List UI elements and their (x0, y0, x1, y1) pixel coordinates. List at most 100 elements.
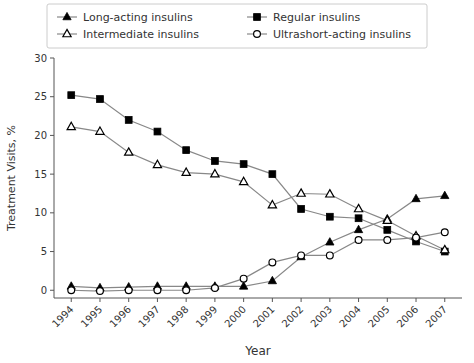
point (97, 96, 104, 103)
point (68, 92, 75, 99)
x-tick (416, 298, 417, 302)
x-axis-label: Year (244, 344, 270, 358)
series-line (71, 95, 445, 251)
point (441, 245, 449, 252)
point (298, 252, 305, 259)
point (154, 287, 161, 294)
point (125, 148, 133, 155)
point (384, 237, 391, 244)
y-tick-label: 25 (34, 91, 47, 102)
legend-marker (254, 31, 261, 38)
x-tick (301, 298, 302, 302)
legend-label: Long-acting insulins (83, 11, 193, 24)
point (153, 160, 161, 167)
y-tick-label: 30 (34, 53, 47, 64)
x-tick (444, 298, 445, 302)
point (212, 285, 219, 292)
x-tick-label: 1998 (165, 304, 191, 330)
x-tick (99, 298, 100, 302)
x-tick (329, 298, 330, 302)
point (441, 229, 448, 236)
point (297, 189, 305, 196)
x-tick-label: 1999 (194, 304, 220, 330)
point (154, 128, 161, 135)
point (239, 282, 247, 289)
series-line (71, 196, 445, 288)
x-tick-label: 2007 (423, 304, 449, 330)
legend-label: Regular insulins (273, 11, 361, 24)
x-tick-label: 1995 (79, 304, 105, 330)
point (269, 171, 276, 178)
point (441, 191, 449, 198)
point (412, 194, 420, 201)
x-tick-label: 2000 (222, 304, 248, 330)
y-tick (50, 290, 54, 291)
point (298, 206, 305, 213)
x-tick-label: 2004 (337, 304, 363, 330)
x-tick-label: 1994 (50, 304, 76, 330)
point (326, 238, 334, 245)
x-tick-label: 2006 (395, 304, 421, 330)
x-tick (358, 298, 359, 302)
point (125, 117, 132, 124)
point (384, 226, 391, 233)
y-tick (50, 135, 54, 136)
point (239, 177, 247, 184)
x-tick (243, 298, 244, 302)
x-tick (157, 298, 158, 302)
plot-area (67, 92, 449, 295)
point (97, 288, 104, 295)
legend-marker (254, 14, 261, 21)
y-tick (50, 96, 54, 97)
x-tick-label: 1997 (136, 304, 162, 330)
x-tick-label: 2003 (308, 304, 334, 330)
point (183, 287, 190, 294)
y-tick-label: 0 (41, 285, 47, 296)
series-line (71, 127, 445, 250)
point (125, 287, 132, 294)
legend-frame (47, 4, 427, 48)
y-tick-label: 5 (41, 246, 47, 257)
legend-marker (63, 12, 71, 19)
y-tick (50, 212, 54, 213)
x-tick-label: 2002 (280, 304, 306, 330)
point (297, 252, 305, 259)
point (212, 158, 219, 165)
y-tick-label: 20 (34, 130, 47, 141)
y-axis-label: Treatment Visits, % (5, 125, 18, 232)
point (413, 234, 420, 241)
point (182, 168, 190, 175)
legend-label: Ultrashort-acting insulins (273, 28, 411, 41)
x-tick (128, 298, 129, 302)
x-tick (186, 298, 187, 302)
chart: 0510152025301994199519961997199819992000… (0, 0, 474, 363)
point (96, 127, 104, 134)
x-tick (272, 298, 273, 302)
legend-marker (63, 29, 71, 36)
y-tick (50, 251, 54, 252)
series-line (71, 232, 445, 291)
x-tick (387, 298, 388, 302)
x-tick-label: 2001 (251, 304, 277, 330)
legend: Long-acting insulins Regular insulins Inte… (47, 4, 427, 48)
point (326, 252, 333, 259)
x-tick-label: 2005 (366, 304, 392, 330)
point (383, 216, 391, 223)
point (240, 161, 247, 168)
point (326, 190, 334, 197)
x-tick (71, 298, 72, 302)
x-axis-line (54, 298, 462, 299)
point (355, 237, 362, 244)
point (269, 259, 276, 266)
point (354, 225, 362, 232)
y-tick-label: 15 (34, 169, 47, 180)
y-tick (50, 174, 54, 175)
y-tick (50, 58, 54, 59)
point (68, 287, 75, 294)
point (240, 275, 247, 282)
point (355, 215, 362, 222)
point (326, 213, 333, 220)
y-tick-label: 10 (34, 207, 47, 218)
legend-label: Intermediate insulins (83, 28, 199, 41)
y-axis-line (54, 58, 55, 298)
